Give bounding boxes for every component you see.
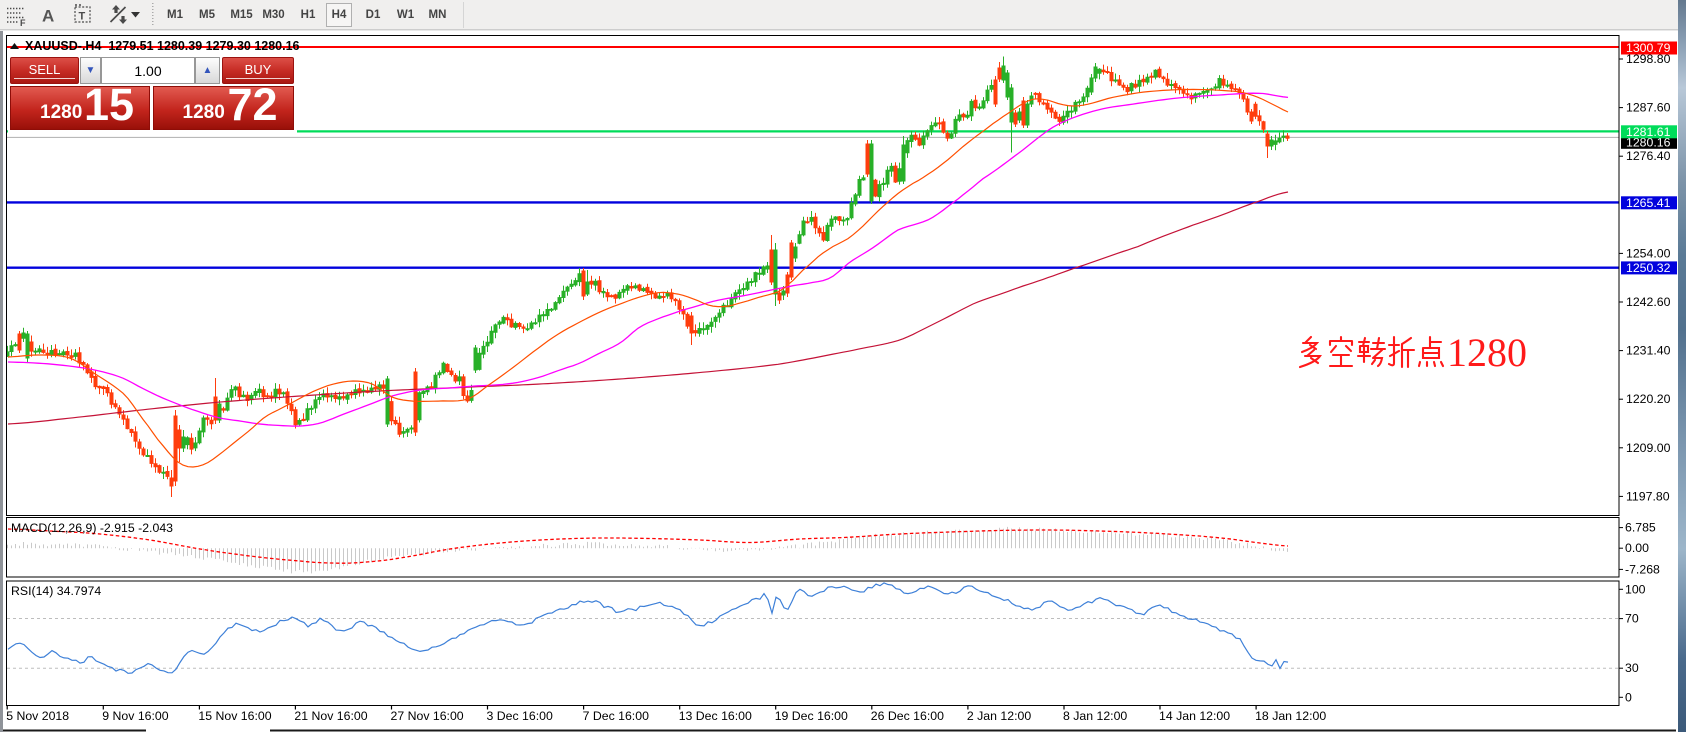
svg-text:MACD(12,26,9) -2.915 -2.043: MACD(12,26,9) -2.915 -2.043	[11, 521, 173, 535]
svg-text:1281.61: 1281.61	[1626, 125, 1671, 139]
svg-text:27 Nov 16:00: 27 Nov 16:00	[391, 709, 464, 723]
svg-text:1254.00: 1254.00	[1626, 246, 1671, 260]
svg-text:1280: 1280	[1447, 330, 1527, 375]
svg-text:1231.40: 1231.40	[1626, 344, 1671, 358]
svg-text:0: 0	[1625, 690, 1632, 704]
svg-text:18 Jan 12:00: 18 Jan 12:00	[1255, 709, 1326, 723]
svg-text:1265.41: 1265.41	[1626, 196, 1671, 210]
svg-text:0.00: 0.00	[1625, 541, 1649, 555]
svg-text:1280.16: 1280.16	[1626, 135, 1671, 149]
svg-text:70: 70	[1625, 612, 1639, 626]
svg-text:T: T	[79, 11, 86, 23]
svg-text:1197.80: 1197.80	[1626, 489, 1670, 503]
svg-text:8 Jan 12:00: 8 Jan 12:00	[1063, 709, 1127, 723]
svg-text:6.785: 6.785	[1625, 521, 1656, 535]
svg-text:1209.00: 1209.00	[1626, 441, 1671, 455]
svg-text:A: A	[42, 7, 54, 26]
svg-text:RSI(14) 34.7974: RSI(14) 34.7974	[11, 584, 101, 598]
svg-text:13 Dec 16:00: 13 Dec 16:00	[679, 709, 752, 723]
svg-text:F: F	[20, 18, 26, 28]
svg-text:19 Dec 16:00: 19 Dec 16:00	[775, 709, 848, 723]
svg-text:1242.60: 1242.60	[1626, 295, 1671, 309]
svg-text:-7.268: -7.268	[1625, 562, 1660, 576]
svg-text:5 Nov 2018: 5 Nov 2018	[6, 709, 69, 723]
svg-text:1300.79: 1300.79	[1626, 41, 1671, 55]
svg-text:3 Dec 16:00: 3 Dec 16:00	[487, 709, 553, 723]
svg-text:26 Dec 16:00: 26 Dec 16:00	[871, 709, 944, 723]
svg-text:1220.20: 1220.20	[1626, 392, 1671, 406]
svg-text:1276.40: 1276.40	[1626, 149, 1671, 163]
svg-text:1298.80: 1298.80	[1626, 52, 1671, 66]
svg-text:7 Dec 16:00: 7 Dec 16:00	[583, 709, 649, 723]
svg-text:21 Nov 16:00: 21 Nov 16:00	[294, 709, 367, 723]
svg-text:1250.32: 1250.32	[1626, 261, 1671, 275]
svg-text:15 Nov 16:00: 15 Nov 16:00	[198, 709, 271, 723]
svg-text:1287.60: 1287.60	[1626, 101, 1671, 115]
svg-text:2 Jan 12:00: 2 Jan 12:00	[967, 709, 1031, 723]
svg-text:100: 100	[1625, 582, 1646, 596]
svg-text:9 Nov 16:00: 9 Nov 16:00	[102, 709, 168, 723]
svg-text:14 Jan 12:00: 14 Jan 12:00	[1159, 709, 1230, 723]
svg-text:30: 30	[1625, 661, 1639, 675]
